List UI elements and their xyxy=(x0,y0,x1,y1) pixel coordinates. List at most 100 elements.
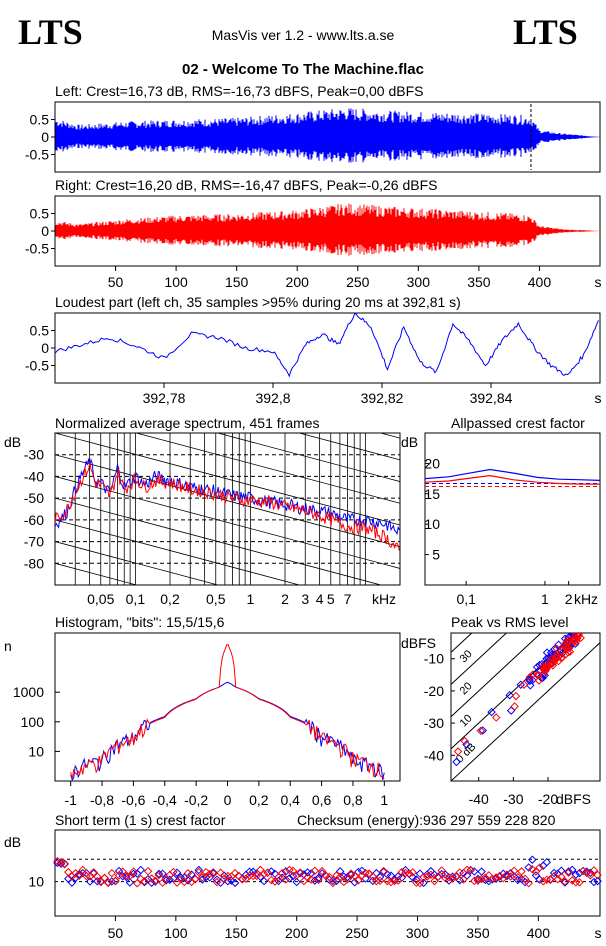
short-term-crest-point-right xyxy=(557,872,566,882)
short-term-crest-point-right xyxy=(368,872,378,881)
short-term-crest-point-left xyxy=(379,867,388,877)
short-term-crest-point-right xyxy=(433,872,443,881)
short-term-crest-point-left xyxy=(317,869,327,878)
short-term-crest-point-right xyxy=(502,870,512,879)
peak-vs-rms-diagonal xyxy=(451,641,600,781)
short-term-crest-point-left xyxy=(354,867,363,877)
peak-vs-rms-frame xyxy=(450,632,601,782)
peak-vs-rms-point-right xyxy=(551,651,561,660)
peak-vs-rms-point-right xyxy=(519,680,529,689)
short-term-crest-point-right xyxy=(513,872,523,882)
short-term-crest-point-right xyxy=(317,866,327,876)
short-term-crest-xtick-label: 50 xyxy=(108,925,124,941)
spectrum-ytick-label: -80 xyxy=(24,555,44,571)
short-term-crest-xtick-label: 250 xyxy=(345,925,369,941)
peak-vs-rms-ytick-label: -30 xyxy=(424,715,444,731)
waveform-right-xtick-label: 100 xyxy=(164,274,188,290)
loudest-part-xtick-label: 392,78 xyxy=(143,390,186,406)
short-term-crest-point-right xyxy=(386,877,396,887)
loudest-part-xtick-label: 392,8 xyxy=(255,390,290,406)
allpassed-crest-ytick-label: 10 xyxy=(424,516,440,532)
peak-vs-rms-xunit: dBFS xyxy=(556,791,591,807)
histogram-series-left xyxy=(70,681,385,781)
short-term-crest-point-right xyxy=(582,868,591,878)
short-term-crest-point-right xyxy=(183,868,193,878)
histogram-xtick-label: -1 xyxy=(64,792,77,808)
allpassed-crest-ytick-label: 5 xyxy=(432,547,440,563)
short-term-crest-point-right xyxy=(379,866,388,876)
short-term-crest-point-left xyxy=(567,865,577,875)
short-term-crest-point-right xyxy=(277,868,287,878)
spectrum-slope-line xyxy=(55,476,400,569)
spectrum-slope-line xyxy=(55,519,301,585)
allpassed-crest-yunit: dB xyxy=(401,434,418,450)
waveform-left-signal xyxy=(55,108,600,163)
peak-vs-rms-point-right xyxy=(534,670,544,680)
short-term-crest-point-right xyxy=(495,871,504,881)
allpassed-crest-xtick-label: 2 xyxy=(565,591,573,607)
spectrum-xtick-label: 4 xyxy=(316,591,324,607)
histogram-xtick-label: 0 xyxy=(224,792,232,808)
short-term-crest-point-right xyxy=(74,871,84,881)
loudest-part-ytick-label: 0 xyxy=(41,340,49,356)
short-term-crest-point-left xyxy=(67,878,77,887)
short-term-crest-point-right xyxy=(586,871,595,880)
peak-vs-rms-point-right xyxy=(510,702,519,711)
short-term-crest-point-left xyxy=(158,869,167,878)
short-term-crest-point-left xyxy=(542,857,552,867)
short-term-crest-point-left xyxy=(303,868,312,877)
short-term-crest-point-right xyxy=(143,867,153,876)
short-term-crest-point-right xyxy=(383,876,392,886)
histogram-xtick-label: -0,6 xyxy=(121,792,145,808)
short-term-crest-point-right xyxy=(151,876,160,886)
spectrum-ytick-label: -50 xyxy=(24,490,44,506)
short-term-crest-point-right xyxy=(422,872,432,881)
peak-vs-rms-diagonal-label: 30 xyxy=(458,648,475,665)
short-term-crest-point-left xyxy=(470,867,479,876)
spectrum-title: Normalized average spectrum, 451 frames xyxy=(55,415,320,431)
peak-vs-rms-point-right xyxy=(563,636,572,646)
peak-vs-rms-point-left xyxy=(506,706,516,715)
allpassed-crest-ytick-label: 20 xyxy=(424,455,440,471)
peak-vs-rms-ytick-label: -10 xyxy=(424,651,444,667)
panel-waveform-left: Left: Crest=16,73 dB, RMS=-16,73 dBFS, P… xyxy=(25,83,601,173)
checksum-label: Checksum (energy): xyxy=(297,812,423,828)
allpassed-crest-series-right xyxy=(424,474,600,485)
short-term-crest-point-left xyxy=(194,865,204,875)
short-term-crest-point-right xyxy=(285,865,294,875)
peak-vs-rms-point-left xyxy=(478,726,488,735)
short-term-crest-point-right xyxy=(538,877,548,886)
short-term-crest-point-left xyxy=(524,863,533,872)
short-term-crest-frame xyxy=(54,829,601,917)
short-term-crest-point-left xyxy=(209,868,218,877)
short-term-crest-point-left xyxy=(256,872,265,881)
short-term-crest-point-right xyxy=(270,877,280,886)
histogram-xtick-label: 1 xyxy=(380,792,388,808)
peak-vs-rms-point-left xyxy=(528,675,537,685)
waveform-right-ytick-label: 0.5 xyxy=(30,206,50,222)
spectrum-xtick-label: 0,05 xyxy=(87,591,114,607)
peak-vs-rms-point-right xyxy=(567,640,576,650)
spectrum-ytick-label: -40 xyxy=(24,468,44,484)
short-term-crest-xtick-label: 200 xyxy=(285,925,309,941)
spectrum-ytick-label: -70 xyxy=(24,534,44,550)
spectrum-slope-line xyxy=(55,433,400,526)
loudest-part-xtick-label: 392,84 xyxy=(470,390,513,406)
short-term-crest-point-right xyxy=(437,866,446,875)
spectrum-xtick-label: 2 xyxy=(281,591,289,607)
histogram-ytick-label: 10 xyxy=(28,743,44,759)
waveform-right-xtick-label: 400 xyxy=(528,274,552,290)
short-term-crest-point-right xyxy=(314,875,323,885)
spectrum-xtick-label: 7 xyxy=(344,591,352,607)
short-term-crest-point-left xyxy=(499,869,508,878)
logo-right: LTS xyxy=(513,12,578,52)
short-term-crest-point-left xyxy=(350,878,359,887)
peak-vs-rms-point-right xyxy=(574,633,583,639)
allpassed-crest-xunit: kHz xyxy=(574,591,598,607)
short-term-crest-point-right xyxy=(64,867,73,877)
peak-vs-rms-point-right xyxy=(563,648,573,657)
short-term-crest-yunit: dB xyxy=(4,834,21,850)
histogram-title: Histogram, "bits": 15,5/15,6 xyxy=(55,614,225,630)
short-term-crest-point-right xyxy=(397,867,407,877)
